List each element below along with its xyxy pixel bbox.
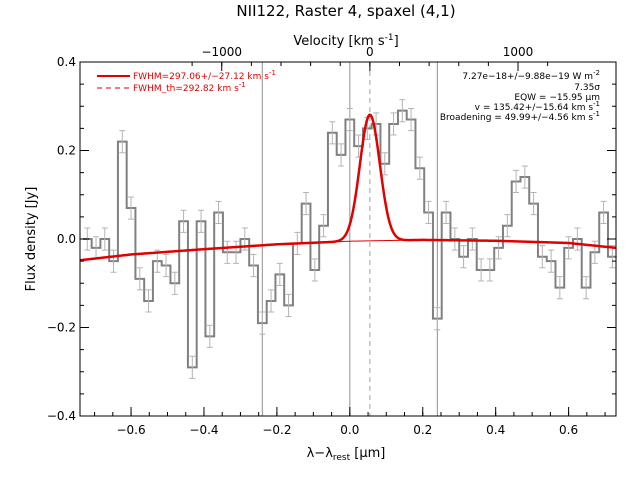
legend-label-fwhm-th: FWHM_th=292.82 km s-1 [133, 81, 246, 94]
error-bar-9 [163, 253, 170, 278]
x-tick-label-6: 0.6 [559, 423, 578, 437]
error-bar-30 [346, 107, 353, 132]
legend: FWHM=297.06+/−27.12 km s-1 FWHM_th=292.8… [97, 69, 276, 94]
error-bar-26 [311, 258, 318, 282]
error-bar-11 [180, 209, 187, 233]
error-bar-20 [259, 311, 266, 335]
error-bar-41 [443, 200, 450, 225]
top-tick-label-2: 1000 [503, 45, 534, 59]
error-bar-38 [416, 156, 423, 180]
error-bar-14 [206, 324, 213, 348]
x-tick-label-2: −0.2 [262, 423, 291, 437]
error-bar-15 [215, 200, 222, 225]
legend-label-fwhm: FWHM=297.06+/−27.12 km s-1 [133, 69, 276, 82]
error-bar-44 [469, 227, 476, 251]
error-bar-35 [390, 112, 397, 136]
y-tick-label-0: −0.4 [47, 409, 76, 423]
x-tick-label-5: 0.4 [486, 423, 505, 437]
error-bar-34 [381, 152, 388, 176]
error-bar-4 [119, 130, 126, 154]
top-tick-label-0: −1000 [201, 45, 242, 59]
error-bar-49 [513, 169, 520, 194]
y-tick-label-2: 0.0 [57, 232, 76, 246]
error-bar-22 [276, 262, 283, 286]
error-bar-57 [583, 276, 590, 300]
y-axis-label: Flux density [Jy] [24, 187, 39, 292]
error-bar-48 [504, 214, 511, 238]
error-bar-53 [548, 249, 555, 273]
error-bar-3 [110, 249, 117, 273]
chart-title: NII122, Raster 4, spaxel (4,1) [236, 2, 455, 20]
error-bar-5 [128, 196, 135, 220]
error-bar-23 [285, 293, 292, 317]
error-bar-10 [171, 271, 178, 295]
error-bar-50 [521, 165, 528, 189]
annotation-velocity: v = 135.42+/−15.64 km s-1 [475, 100, 600, 113]
error-bar-43 [460, 245, 467, 269]
gaussian-fit-curve [79, 113, 617, 262]
error-bar-16 [224, 240, 231, 264]
annotation-flux: 7.27e−18+/−9.88e−19 W m-2 [462, 69, 600, 82]
error-bar-54 [556, 276, 563, 300]
error-bar-13 [198, 209, 205, 233]
fit-annotations: 7.27e−18+/−9.88e−19 W m-2 7.35σ EQW = −1… [440, 69, 600, 123]
x-tick-label-4: 0.2 [413, 423, 432, 437]
error-bar-45 [478, 258, 485, 282]
error-bar-29 [338, 143, 345, 167]
error-bar-40 [434, 307, 441, 331]
x-tick-label-3: 0.0 [340, 423, 359, 437]
error-bar-17 [233, 240, 240, 264]
error-bar-46 [486, 258, 493, 282]
error-bar-6 [136, 267, 143, 291]
x-tick-label-0: −0.6 [116, 423, 145, 437]
error-bar-7 [145, 289, 152, 313]
error-bar-21 [268, 289, 275, 313]
error-bar-12 [189, 355, 196, 379]
top-tick-label-1: 0 [366, 45, 374, 59]
error-bar-60 [609, 245, 616, 269]
y-tick-label-1: −0.2 [47, 321, 76, 335]
y-tick-label-3: 0.2 [57, 144, 76, 158]
error-bar-52 [539, 245, 546, 269]
error-bar-2 [101, 227, 108, 251]
error-bar-27 [320, 214, 327, 238]
annotation-snr: 7.35σ [574, 83, 600, 93]
annotation-eqw: EQW = −15.95 μm [514, 93, 600, 103]
error-bar-56 [574, 227, 581, 251]
y-tick-label-4: 0.4 [57, 55, 76, 69]
error-bar-36 [399, 99, 406, 123]
error-bar-25 [303, 192, 310, 216]
error-bar-59 [600, 200, 607, 225]
error-bar-19 [250, 253, 257, 278]
x-axis-label: λ−λrest [μm] [307, 446, 386, 463]
error-bar-39 [425, 200, 432, 225]
top-axis-label: Velocity [km s-1] [293, 33, 398, 49]
error-bar-42 [451, 227, 458, 251]
x-tick-label-1: −0.4 [189, 423, 218, 437]
error-bar-55 [565, 236, 572, 260]
error-bar-28 [329, 121, 336, 145]
annotation-broadening: Broadening = 49.99+/−4.56 km s-1 [440, 110, 600, 123]
plot-area: −0.6 −0.4 −0.2 0.0 0.2 0.4 0.6 −1000 0 1000 −0.4 −0… [47, 45, 617, 437]
error-bar-51 [530, 192, 537, 216]
error-bar-37 [408, 107, 415, 132]
